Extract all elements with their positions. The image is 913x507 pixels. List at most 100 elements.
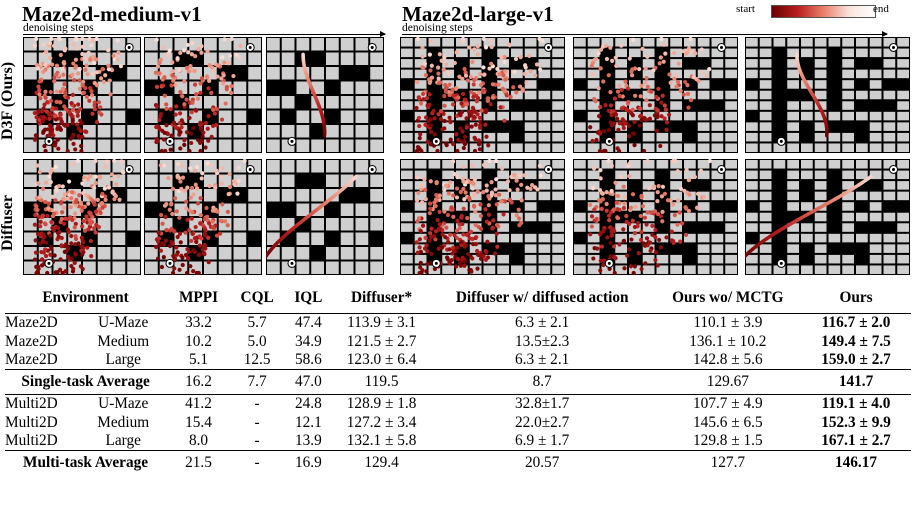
ours-cell: 149.4 ± 7.5: [801, 333, 911, 351]
cql-cell: 12.5: [243, 350, 271, 368]
cql-cell: -: [230, 450, 284, 476]
ours-cell: 167.1 ± 2.7: [801, 432, 911, 451]
diffuser-cell: 113.9 ± 3.1: [333, 313, 430, 333]
diffuser-action-cell: 6.9 ± 1.7: [515, 432, 570, 450]
col-header-mppi: MPPI: [178, 289, 219, 306]
diffuser-cell: 123.0 ± 6.4: [346, 350, 417, 368]
task-cell: U-Maze: [80, 394, 167, 414]
ours-cell: 159.0 ± 2.7: [801, 351, 911, 370]
ours-wo-cell: 110.1 ± 3.9: [654, 313, 802, 333]
iql-cell: 16.9: [283, 450, 334, 476]
ours-wo-cell: 127.7: [654, 450, 802, 476]
ours-value: 159.0: [821, 350, 856, 368]
env-cell: Maze2D: [5, 313, 81, 333]
maze-panel: [266, 37, 384, 153]
cql-cell: -: [254, 432, 260, 450]
col-header-iql: IQL: [294, 289, 323, 306]
iql-cell: 12.1: [294, 413, 322, 431]
mppi-cell: 21.5: [166, 450, 231, 476]
cql-cell: 5.0: [247, 332, 267, 350]
single-task-average-row: Single-task Average 16.2 7.7 47.0 119.5 …: [5, 369, 911, 395]
steps-label-medium: denoising steps: [23, 22, 94, 34]
env-cell: Multi2D: [5, 394, 81, 414]
legend-start-label: start: [736, 3, 755, 15]
env-cell: Maze2D: [5, 350, 58, 368]
steps-arrow-large: [402, 31, 888, 37]
diffuser-action-cell: 32.8±1.7: [429, 394, 655, 414]
ours-std: ± 2.7: [859, 432, 891, 450]
task-cell: Large: [105, 350, 141, 368]
task-cell: Medium: [97, 413, 150, 431]
steps-arrow-medium: [23, 31, 386, 37]
avg-label: Multi-task Average: [5, 450, 167, 476]
mppi-cell: 8.0: [188, 432, 209, 450]
maze-panel: [144, 159, 262, 275]
mppi-cell: 16.2: [166, 369, 231, 395]
ours-value: 152.3: [821, 413, 856, 431]
diffuser-action-cell: 20.57: [429, 450, 655, 476]
iql-cell: 47.4: [283, 313, 334, 333]
iql-cell: 13.9: [294, 432, 322, 450]
diffuser-action-cell: 6.3 ± 2.1: [429, 313, 655, 333]
ours-cell: 116.7 ± 2.0: [801, 313, 911, 333]
diffuser-action-cell: 22.0±2.7: [515, 413, 570, 431]
ours-std: ± 7.5: [859, 332, 891, 350]
multi-task-average-row: Multi-task Average 21.5 - 16.9 129.4 20.…: [5, 450, 911, 476]
legend-colorbar: [771, 5, 876, 18]
diffuser-cell: 127.2 ± 3.4: [346, 413, 417, 431]
ours-wo-cell: 129.67: [654, 369, 802, 395]
maze-panel: [745, 159, 910, 275]
cql-cell: -: [230, 394, 284, 414]
ours-value: 167.1: [821, 432, 856, 450]
col-header-ours-wo-mctg: Ours wo/ MCTG: [672, 289, 784, 306]
ours-cell: 141.7: [801, 369, 911, 395]
env-cell: Multi2D: [5, 413, 58, 431]
steps-label-large: denoising steps: [402, 22, 473, 34]
ours-std: ± 9.9: [859, 413, 891, 431]
large-maze-title: Maze2d-large-v1: [402, 2, 554, 26]
maze-panel: [573, 159, 738, 275]
diffuser-cell: 121.5 ± 2.7: [346, 332, 417, 350]
maze-panel: [23, 37, 141, 153]
ours-wo-cell: 145.6 ± 6.5: [693, 413, 763, 431]
diffuser-action-cell: 13.5±2.3: [515, 332, 570, 350]
legend-end-label: end: [873, 3, 889, 15]
diffuser-cell: 129.4: [333, 450, 430, 476]
task-cell: Large: [105, 432, 141, 450]
ours-wo-cell: 107.7 ± 4.9: [654, 394, 802, 414]
ours-cell: 146.17: [801, 450, 911, 476]
mppi-cell: 10.2: [185, 332, 212, 350]
ours-value: 119.1: [821, 395, 856, 413]
table-row: Multi2D U-Maze 41.2 - 24.8 128.9 ± 1.8 3…: [5, 394, 911, 414]
ours-value: 116.7: [821, 314, 856, 332]
maze-panel: [266, 159, 384, 275]
col-header-diffuser: Diffuser*: [350, 289, 413, 306]
mppi-cell: 5.1: [188, 350, 209, 368]
maze-panel: [573, 37, 738, 153]
col-header-cql: CQL: [240, 289, 274, 306]
mppi-cell: 15.4: [185, 413, 212, 431]
ours-value: 149.4: [821, 332, 856, 350]
task-cell: U-Maze: [80, 313, 167, 333]
cql-cell: -: [254, 413, 260, 431]
cql-cell: 7.7: [230, 369, 284, 395]
mppi-cell: 33.2: [166, 313, 231, 333]
maze-panel: [23, 159, 141, 275]
cql-cell: 5.7: [230, 313, 284, 333]
diffuser-action-cell: 8.7: [429, 369, 655, 395]
col-header-diffuser-action: Diffuser w/ diffused action: [455, 289, 629, 306]
table-row: Multi2D Medium 15.4 - 12.1 127.2 ± 3.4 2…: [5, 414, 911, 432]
iql-cell: 47.0: [283, 369, 334, 395]
table-row: Multi2D Large 8.0 - 13.9 132.1 ± 5.8 6.9…: [5, 432, 911, 451]
results-table: Environment MPPI CQL IQL Diffuser* Diffu…: [5, 287, 911, 476]
row-label-diffuser: Diffuser: [0, 195, 16, 251]
task-cell: Medium: [97, 332, 150, 350]
diffuser-cell: 128.9 ± 1.8: [333, 394, 430, 414]
table-row: Maze2D U-Maze 33.2 5.7 47.4 113.9 ± 3.1 …: [5, 313, 911, 333]
maze-panel: [745, 37, 910, 153]
mppi-cell: 41.2: [166, 394, 231, 414]
env-cell: Maze2D: [5, 332, 58, 350]
ours-wo-cell: 142.8 ± 5.6: [693, 350, 763, 368]
maze-panel: [144, 37, 262, 153]
maze-panel: [400, 37, 565, 153]
